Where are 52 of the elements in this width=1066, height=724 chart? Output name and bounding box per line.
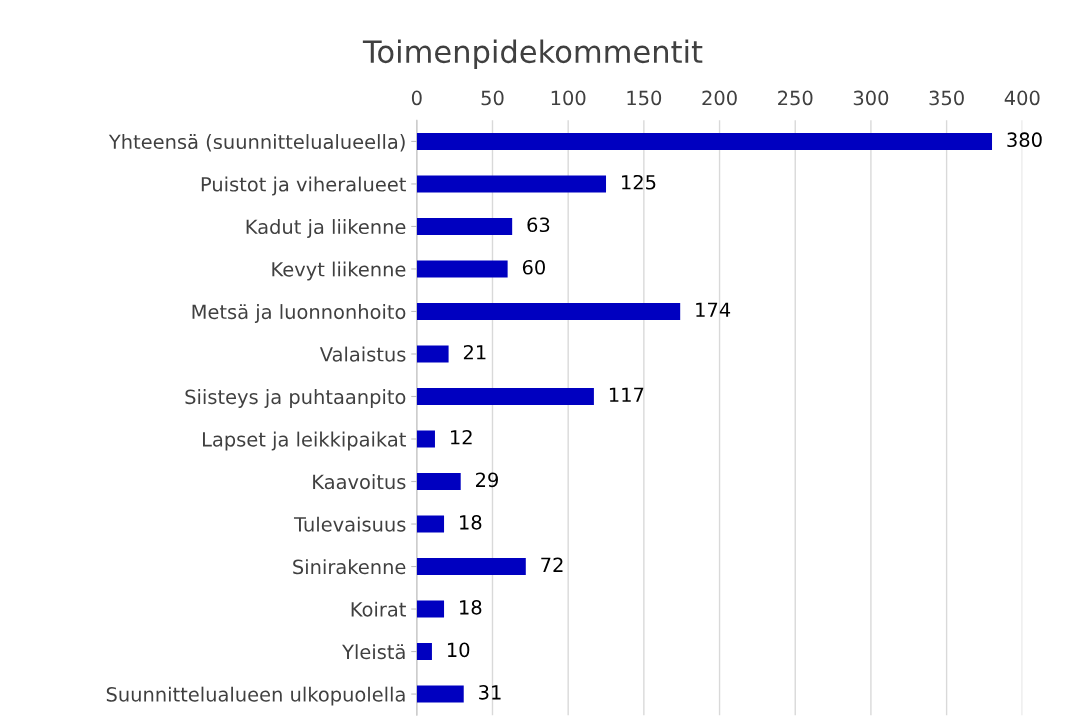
- y-tick-label: Lapset ja leikkipaikat: [203, 431, 406, 451]
- y-tick-label: Suunnittelualueen ulkopuolella: [106, 686, 405, 706]
- data-label: 29: [476, 472, 498, 488]
- bar: [416, 175, 607, 193]
- chart-title: Toimenpidekommentit: [362, 39, 703, 70]
- bar: [416, 558, 526, 576]
- bar: [416, 600, 445, 618]
- y-tick-label: Koirat: [351, 601, 406, 617]
- y-tick-label: Siisteys ja puhtaanpito: [185, 389, 406, 408]
- bar: [416, 643, 432, 661]
- x-tick-label: 350: [929, 90, 964, 106]
- x-tick-label: 250: [778, 90, 813, 106]
- x-tick-label: 50: [481, 90, 504, 106]
- bar: [416, 473, 461, 491]
- bar: [416, 345, 449, 363]
- x-tick-label: 150: [627, 90, 662, 106]
- y-tick-label: Sinirakenne: [293, 559, 406, 575]
- data-label: 63: [527, 217, 550, 233]
- data-label: 380: [1007, 132, 1042, 148]
- bar: [416, 132, 993, 150]
- x-tick-label: 300: [853, 90, 889, 106]
- y-tick-label: Yleistä: [342, 644, 405, 660]
- data-label: 10: [447, 642, 470, 658]
- data-label: 60: [522, 259, 545, 275]
- data-label: 18: [460, 599, 482, 615]
- y-tick-label: Puistot ja viheralueet: [201, 176, 406, 196]
- data-label: 12: [451, 429, 472, 445]
- data-label: 174: [696, 302, 731, 317]
- data-label: 117: [609, 387, 644, 402]
- bar: [416, 685, 464, 703]
- y-tick-label: Yhteensä (suunnittelualueella): [108, 134, 405, 152]
- y-tick-label: Kadut ja liikenne: [246, 219, 406, 238]
- data-label: 18: [460, 514, 482, 530]
- bar: [416, 515, 445, 533]
- x-tick-label: 400: [1004, 90, 1040, 106]
- y-tick-label: Kaavoitus: [313, 474, 406, 490]
- x-tick-label: 0: [411, 90, 422, 106]
- bar: [416, 260, 508, 278]
- y-tick-label: Valaistus: [319, 346, 406, 362]
- bar: [416, 217, 513, 235]
- bar: [416, 430, 435, 448]
- data-label: 72: [541, 557, 563, 572]
- x-tick-label: 200: [702, 90, 737, 106]
- y-tick-label: Kevyt liikenne: [272, 261, 406, 281]
- y-tick-label: Metsä ja luonnonhoito: [192, 304, 406, 323]
- bar: [416, 387, 594, 405]
- data-label: 31: [479, 684, 501, 700]
- x-tick-label: 100: [551, 90, 586, 106]
- bar: [416, 302, 681, 320]
- data-label: 21: [463, 344, 486, 360]
- y-tick-label: Tulevaisuus: [293, 516, 406, 532]
- data-label: 125: [622, 174, 656, 190]
